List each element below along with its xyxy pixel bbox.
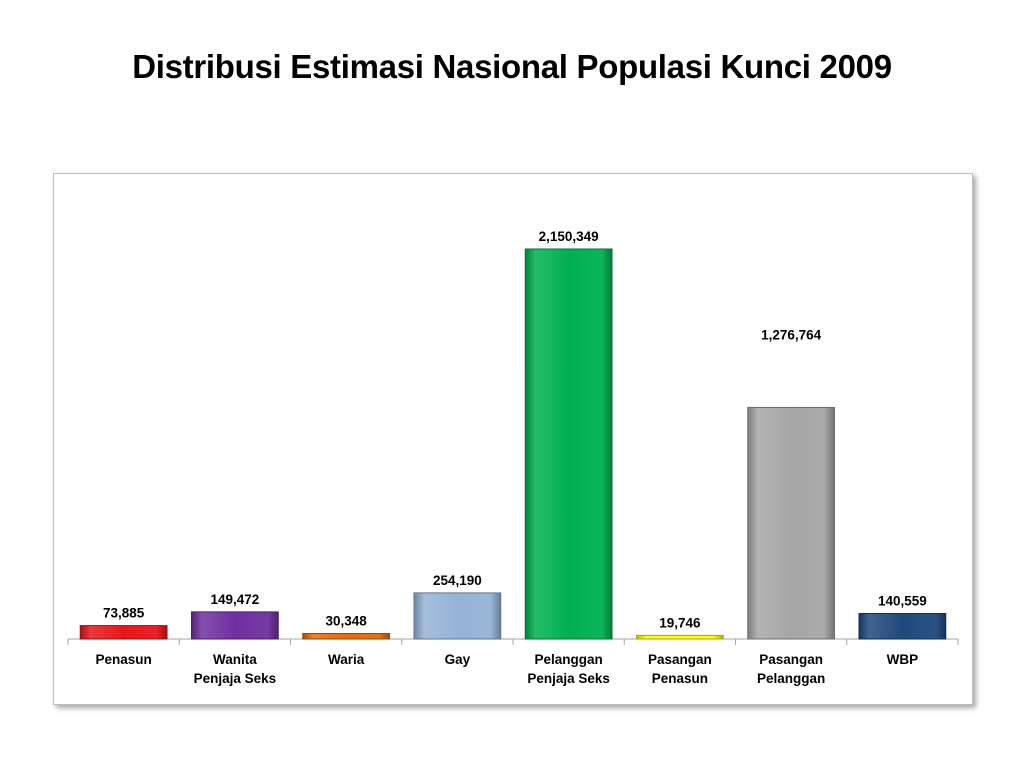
bar-6 <box>747 406 836 640</box>
category-label-2-0: Waria <box>328 652 365 667</box>
value-label-4: 2,150,349 <box>539 229 599 244</box>
bar-chart: 73,885 149,472 30,348 254,190 2,150,349 19,74… <box>67 229 959 686</box>
category-label-0-0: Penasun <box>95 652 151 667</box>
value-label-0: 73,885 <box>103 606 145 621</box>
category-label-4-1: Penjaja Seks <box>527 671 610 686</box>
bar-3 <box>413 592 502 640</box>
slide-title: Distribusi Estimasi Nasional Populasi Ku… <box>132 48 892 85</box>
value-label-6: 1,276,764 <box>761 327 822 342</box>
value-label-7: 140,559 <box>878 594 927 609</box>
bars <box>79 248 947 640</box>
bar-2 <box>302 632 391 640</box>
x-axis-ticks <box>67 639 959 645</box>
category-label-1-0: Wanita <box>213 652 257 667</box>
bar-1 <box>190 611 279 640</box>
category-label-6-0: Pasangan <box>759 652 823 667</box>
category-label-6-1: Pelanggan <box>757 671 825 686</box>
category-label-5-1: Penasun <box>652 671 708 686</box>
chart-frame: 73,885 149,472 30,348 254,190 2,150,349 19,74… <box>53 173 973 705</box>
category-label-7-0: WBP <box>887 652 919 667</box>
category-label-3-0: Gay <box>445 652 471 667</box>
bar-4 <box>524 248 613 640</box>
bar-0 <box>79 625 168 640</box>
category-label-4-0: Pelanggan <box>534 652 602 667</box>
value-label-3: 254,190 <box>433 573 482 588</box>
category-labels: Penasun Wanita Penjaja Seks Waria Gay Pelangg… <box>95 652 918 686</box>
value-label-2: 30,348 <box>325 613 367 628</box>
bar-7 <box>858 613 947 640</box>
category-label-5-0: Pasangan <box>648 652 712 667</box>
value-label-5: 19,746 <box>659 615 701 630</box>
value-label-1: 149,472 <box>210 592 259 607</box>
bar-5 <box>635 634 724 640</box>
category-label-1-1: Penjaja Seks <box>194 671 277 686</box>
value-labels: 73,885 149,472 30,348 254,190 2,150,349 19,74… <box>103 229 927 630</box>
